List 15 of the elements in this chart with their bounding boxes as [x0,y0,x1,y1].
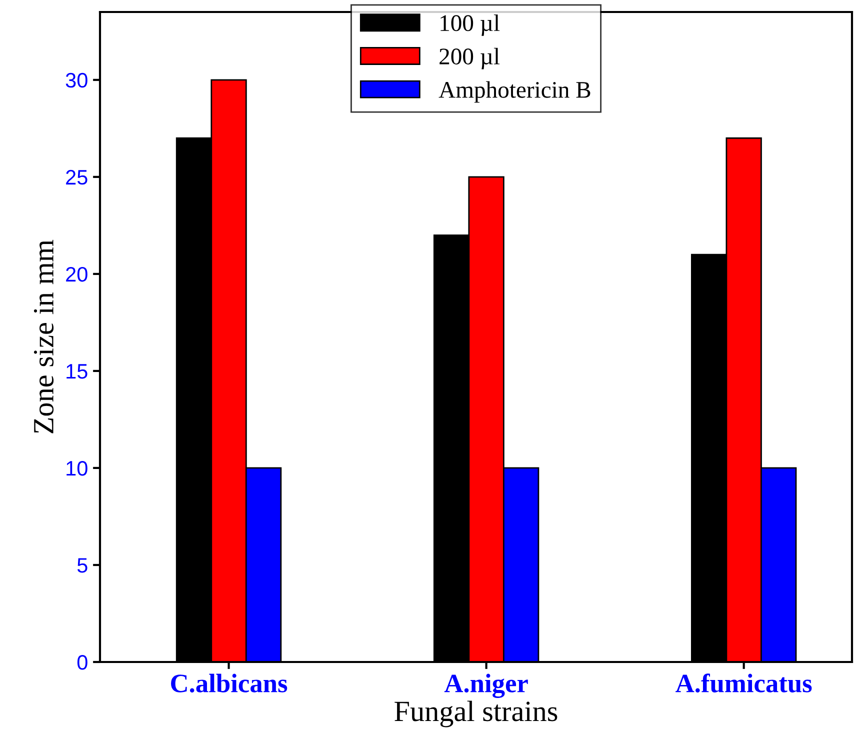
x-axis-title: Fungal strains [394,700,558,728]
x-tick-label: C.albicans [171,674,288,692]
legend-label: Amphotericin B [438,81,590,103]
y-tick-label: 15 [66,364,88,379]
y-tick-label: 0 [77,655,88,670]
y-tick-label: 10 [66,460,88,476]
y-tick-label: 5 [77,558,88,573]
y-axis-title: Zone size in mm [34,240,54,434]
y-tick-label: 30 [66,72,88,88]
x-tick-label: A.fumicatus [676,674,812,692]
legend-label: 200 µl [440,48,500,70]
y-tick-label: 20 [66,266,88,282]
y-tick-label: 25 [66,170,88,185]
x-tick-label: A.niger [444,674,528,698]
legend-label: 100 µl [440,14,500,36]
